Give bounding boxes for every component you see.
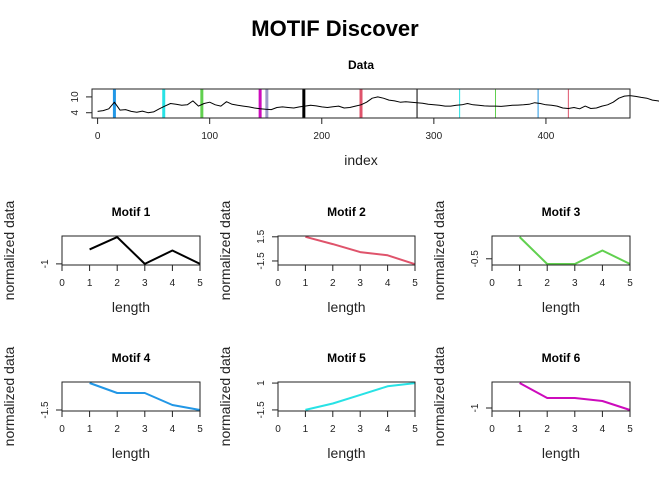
motif-2-ylabel: normalized data [217, 200, 233, 300]
motif-5-xtick-label: 4 [385, 424, 391, 435]
motif-4-xtick-label: 4 [170, 424, 176, 435]
motif-6-ylabel: normalized data [431, 346, 447, 446]
motif-6-xtick-label: 3 [572, 424, 578, 435]
motif-2-xtick-label: 0 [275, 278, 281, 289]
motif-1-title: Motif 1 [112, 205, 151, 219]
motif-2-ytick-label: 1.5 [256, 229, 267, 243]
motif-2-xtick-label: 4 [385, 278, 391, 289]
motif-4-xtick-label: 5 [197, 424, 203, 435]
motif-3-xtick-label: 2 [544, 278, 550, 289]
motif-4-plot-frame [61, 381, 201, 412]
motif-5-xtick-label: 2 [330, 424, 336, 435]
motif-1-xtick-label: 4 [170, 278, 176, 289]
motif-6-xlabel: length [542, 445, 580, 461]
motif-2-xlabel: length [327, 299, 365, 315]
motif-5-plot-frame [277, 381, 416, 412]
motif-5-xtick-label: 3 [357, 424, 363, 435]
figure-title: MOTIF Discover [251, 16, 419, 41]
motif-2-series-line [305, 235, 416, 266]
motif-4-xtick-label: 3 [142, 424, 148, 435]
motif-5-xtick-label: 5 [412, 424, 418, 435]
motif-6-xtick-label: 1 [517, 424, 523, 435]
motif-5-series-line [305, 382, 416, 411]
motif-1-ylabel: normalized data [1, 200, 17, 300]
motif-4-xtick-label: 0 [59, 424, 65, 435]
motif-6-xtick-label: 2 [544, 424, 550, 435]
motif-6-title: Motif 6 [542, 351, 581, 365]
motif-3-title: Motif 3 [542, 205, 581, 219]
motif-1-xtick-label: 0 [59, 278, 65, 289]
motif-3-xtick-label: 5 [627, 278, 633, 289]
motif-1-xtick-label: 2 [114, 278, 120, 289]
motif-4-xtick-label: 2 [114, 424, 120, 435]
motif-6-plot-frame [491, 381, 631, 412]
motif-3-xtick-label: 4 [600, 278, 606, 289]
motif-5-ytick-label: 1 [256, 380, 267, 386]
data-xtick-label: 0 [95, 131, 101, 142]
motif-2-plot-frame [277, 235, 416, 266]
motif-3-series-line [518, 236, 631, 265]
motif-4-series-line [89, 382, 201, 411]
motif-2-xtick-label: 3 [357, 278, 363, 289]
motif-3-ylabel: normalized data [431, 200, 447, 300]
motif-1-xtick-label: 1 [87, 278, 93, 289]
motif-2-xtick-label: 5 [412, 278, 418, 289]
data-title: Data [348, 58, 374, 72]
motif-5-xtick-label: 0 [275, 424, 281, 435]
motif-2-ytick-label: -1.5 [256, 252, 267, 270]
motif-2-title: Motif 2 [327, 205, 366, 219]
motif-3-xtick-label: 3 [572, 278, 578, 289]
motif-5-title: Motif 5 [327, 351, 366, 365]
motif-5-ylabel: normalized data [217, 346, 233, 446]
data-xlabel: index [344, 152, 377, 168]
motif-1-xtick-label: 5 [197, 278, 203, 289]
motif-6-xtick-label: 4 [600, 424, 606, 435]
motif-5-xlabel: length [327, 445, 365, 461]
data-plot-frame [91, 88, 631, 119]
motif-5-ytick-label: -1.5 [256, 401, 267, 419]
motif-5-xtick-label: 1 [303, 424, 309, 435]
motif-4-xtick-label: 1 [87, 424, 93, 435]
motif-3-xlabel: length [542, 299, 580, 315]
data-series-line [97, 95, 659, 114]
data-ytick-label: 4 [70, 110, 81, 116]
motif-1-ytick-label: -1 [40, 259, 51, 268]
motif-6-ytick-label: -1 [470, 403, 481, 412]
motif-4-xlabel: length [112, 445, 150, 461]
motif-3-xtick-label: 1 [517, 278, 523, 289]
motif-6-xtick-label: 0 [489, 424, 495, 435]
data-xtick-label: 200 [313, 131, 330, 142]
data-xtick-label: 100 [201, 131, 218, 142]
motif-2-xtick-label: 2 [330, 278, 336, 289]
motif-4-ytick-label: -1.5 [40, 401, 51, 419]
data-xtick-label: 300 [426, 131, 443, 142]
motif-1-xtick-label: 3 [142, 278, 148, 289]
data-xtick-label: 400 [538, 131, 555, 142]
data-ytick-label: 10 [70, 91, 81, 103]
motif-4-title: Motif 4 [112, 351, 151, 365]
motif-1-series-line [89, 236, 201, 265]
motif-1-xlabel: length [112, 299, 150, 315]
motif-4-ylabel: normalized data [1, 346, 17, 446]
motif-6-xtick-label: 5 [627, 424, 633, 435]
motif-3-ytick-label: -0.5 [470, 250, 481, 268]
motif-1-plot-frame [61, 235, 201, 266]
motif-6-series-line [519, 382, 631, 411]
motif-3-plot-frame [491, 235, 631, 266]
motif-2-xtick-label: 1 [303, 278, 309, 289]
motif-3-xtick-label: 0 [489, 278, 495, 289]
